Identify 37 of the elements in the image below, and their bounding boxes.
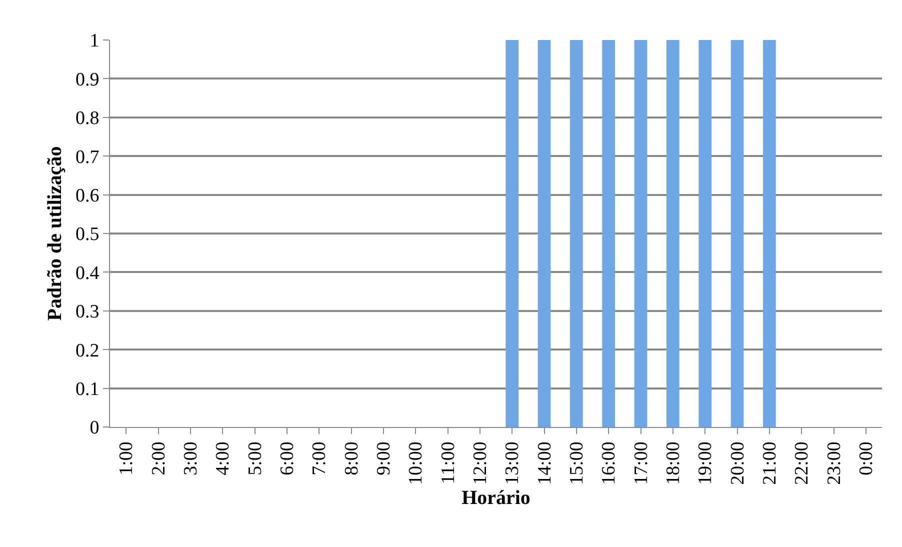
x-tick-label: 17:00: [630, 442, 652, 485]
x-tick-label: 2:00: [148, 442, 170, 476]
x-tick-label: 22:00: [792, 442, 813, 485]
y-tick-label: 0: [90, 418, 100, 439]
x-tick-label: 10:00: [406, 442, 427, 485]
x-tick-label: 18:00: [663, 442, 684, 485]
x-tick-label: 9:00: [374, 442, 395, 476]
x-tick-label: 21:00: [760, 442, 781, 485]
x-tick-label: 20:00: [727, 442, 748, 485]
x-tick-label: 3:00: [180, 442, 202, 476]
y-tick-label: 0.5: [75, 224, 100, 246]
x-tick-label: 14:00: [534, 442, 556, 485]
y-tick-label: 1: [90, 30, 100, 52]
x-axis-title: Horário: [462, 486, 530, 509]
x-tick-label: 6:00: [277, 442, 298, 476]
x-tick-label: 15:00: [566, 442, 588, 485]
x-tick-label: 4:00: [212, 442, 234, 476]
y-tick-label: 0.8: [75, 108, 100, 130]
y-axis-title: Padrão de utilização: [44, 146, 66, 321]
y-tick-label: 0.9: [75, 69, 100, 90]
x-tick-label: 0:00: [856, 442, 878, 476]
y-tick-label: 0.2: [75, 340, 100, 362]
x-tick-label: 11:00: [438, 442, 459, 484]
x-tick-label: 1:00: [116, 442, 138, 476]
x-tick-label: 12:00: [470, 442, 492, 485]
x-tick-label: 23:00: [824, 442, 845, 485]
y-tick-label: 0.7: [75, 146, 100, 168]
y-tick-label: 0.1: [75, 378, 100, 400]
x-tick-label: 8:00: [341, 442, 362, 476]
x-tick-label: 7:00: [309, 442, 330, 476]
x-tick-label: 16:00: [598, 442, 620, 485]
x-tick-label: 19:00: [695, 442, 716, 485]
x-tick-label: 5:00: [244, 442, 266, 476]
y-tick-label: 0.3: [75, 302, 100, 323]
y-tick-label: 0.4: [75, 262, 100, 284]
x-tick-label: 13:00: [502, 442, 524, 485]
y-tick-label: 0.6: [75, 185, 100, 206]
